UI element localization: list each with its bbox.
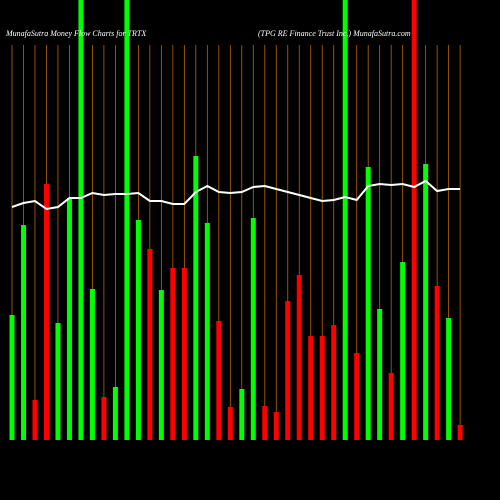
bar (43, 184, 49, 440)
bar (9, 315, 15, 440)
bar (423, 164, 429, 440)
bars (9, 0, 463, 440)
bar (216, 321, 222, 440)
bar (434, 286, 440, 440)
bar (411, 0, 417, 440)
bar (112, 387, 118, 440)
bar (262, 406, 268, 440)
bar (147, 249, 153, 440)
bar (457, 425, 463, 440)
bar (55, 323, 61, 440)
price-line (11, 179, 461, 211)
bar (170, 268, 176, 440)
bar (181, 268, 187, 440)
bar (193, 156, 199, 440)
bar (135, 220, 141, 440)
bar (78, 0, 84, 440)
bar (250, 218, 256, 440)
bar (308, 336, 314, 440)
bar (227, 407, 233, 440)
bar (319, 336, 325, 440)
bar (273, 412, 279, 440)
bar (331, 325, 337, 440)
bar (400, 262, 406, 440)
bar (32, 400, 38, 440)
bar (354, 353, 360, 440)
bar (239, 389, 245, 440)
bar (388, 373, 394, 440)
chart-subtitle: (TPG RE Finance Trust Inc.) MunafaSutra.… (258, 29, 411, 38)
bar (20, 225, 26, 440)
bar (296, 275, 302, 440)
bar (365, 167, 371, 440)
bar (342, 0, 348, 440)
bar (66, 198, 72, 440)
bar (377, 309, 383, 440)
bar (285, 301, 291, 440)
bar (158, 290, 164, 440)
bar (101, 397, 107, 440)
bar (446, 318, 452, 440)
chart-title: MunafaSutra Money Flow Charts for TRTX (5, 29, 147, 38)
bar (89, 289, 95, 440)
bar (204, 223, 210, 440)
bar (124, 0, 130, 440)
